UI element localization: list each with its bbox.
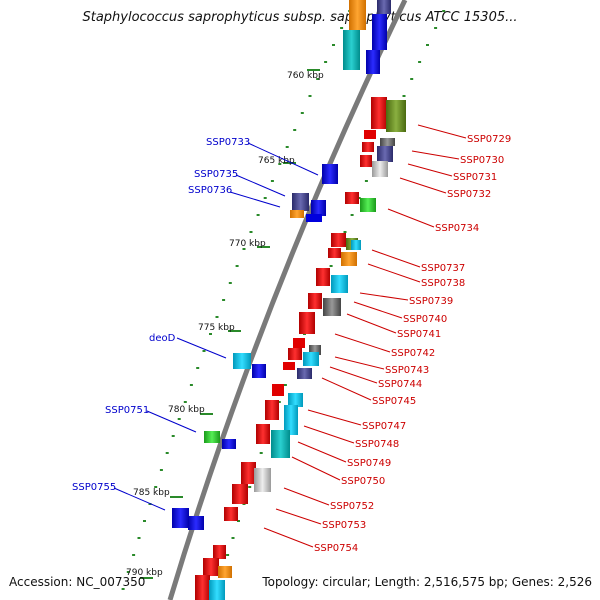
- gene-label: SSP0741: [397, 329, 441, 340]
- tick-dot: [126, 571, 130, 573]
- tick-dot: [350, 214, 354, 216]
- tick-dot: [248, 486, 252, 488]
- tick-dot: [410, 78, 414, 80]
- tick-dot: [177, 418, 181, 420]
- kbp-label: 760 kbp: [287, 71, 324, 81]
- tick-dot: [228, 282, 232, 284]
- gene-label: SSP0729: [467, 134, 511, 145]
- tick-dot: [226, 554, 230, 556]
- gene-label: SSP0753: [322, 520, 366, 531]
- tick-dot: [434, 27, 438, 29]
- tick-dot: [263, 197, 267, 199]
- tick-dot: [215, 316, 219, 318]
- tick-dot: [171, 435, 175, 437]
- tick-dot: [249, 231, 253, 233]
- right-labels: SSP0729 SSP0730 SSP0731 SSP0732 SSP0734 …: [263, 124, 511, 554]
- gene-label: SSP0744: [378, 379, 422, 390]
- tick-track: [121, 10, 446, 590]
- gene-label: SSP0737: [421, 263, 465, 274]
- tick-dot: [278, 163, 282, 165]
- tick-dot: [285, 146, 289, 148]
- gene-label: SSP0734: [435, 223, 479, 234]
- features-reverse: [172, 164, 338, 530]
- gene-label: SSP0752: [330, 501, 374, 512]
- kbp-label: 770 kbp: [229, 239, 266, 249]
- kbp-label: 785 kbp: [133, 488, 170, 498]
- tick-dot: [237, 520, 240, 522]
- gene-label: SSP0736: [188, 185, 232, 196]
- gene-label: SSP0751: [105, 405, 149, 416]
- gene-label: SSP0733: [206, 137, 250, 148]
- kbp-label: 765 kbp: [258, 156, 295, 166]
- tick-dot: [364, 180, 368, 182]
- gene-label: SSP0745: [372, 396, 416, 407]
- tick-dot: [340, 27, 344, 29]
- topology-text: Topology: circular; Length: 2,516,575 bp…: [262, 575, 592, 589]
- accession-text: Accession: NC_007350: [9, 575, 146, 589]
- tick-dot: [209, 333, 212, 335]
- tick-dot: [222, 299, 226, 301]
- gene-label: SSP0731: [453, 172, 497, 183]
- kbp-label: 775 kbp: [198, 323, 235, 333]
- gene-label: SSP0740: [403, 314, 447, 325]
- tick-dot: [143, 520, 146, 522]
- kbp-scale: 760 kbp 765 kbp 770 kbp 775 kbp 780 kbp …: [126, 69, 324, 579]
- kbp-label: 780 kbp: [168, 405, 205, 415]
- features-forward: [195, 0, 406, 600]
- tick-dot: [277, 401, 281, 403]
- tick-dot: [329, 265, 333, 267]
- gene-label: SSP0748: [355, 439, 399, 450]
- tick-dot: [442, 10, 446, 12]
- tick-dot: [183, 401, 187, 403]
- tick-dot: [324, 61, 328, 63]
- gene-label: SSP0735: [194, 169, 238, 180]
- tick-dot: [343, 231, 347, 233]
- tick-dot: [154, 486, 158, 488]
- tick-dot: [189, 384, 193, 386]
- tick-dot: [137, 537, 141, 539]
- tick-dot: [235, 265, 239, 267]
- gene-label: SSP0739: [409, 296, 453, 307]
- tick-dot: [202, 350, 206, 352]
- tick-dot: [283, 384, 287, 386]
- tick-dot: [231, 537, 235, 539]
- gene-label: SSP0730: [460, 155, 504, 166]
- tick-dot: [418, 61, 422, 63]
- gene-label: SSP0750: [341, 476, 385, 487]
- tick-dot: [242, 248, 246, 250]
- genome-backbone: [167, 0, 408, 600]
- tick-dot: [165, 452, 169, 454]
- tick-dot: [300, 112, 304, 114]
- kbp-label: 790 kbp: [126, 568, 163, 578]
- gene-label: SSP0742: [391, 348, 435, 359]
- tick-dot: [332, 44, 335, 46]
- tick-dot: [259, 452, 263, 454]
- gene-label: SSP0747: [362, 421, 406, 432]
- gene-label: deoD: [149, 333, 176, 344]
- tick-dot: [196, 367, 200, 369]
- gene-label: SSP0755: [72, 482, 116, 493]
- tick-dot: [293, 129, 297, 131]
- gene-label: SSP0749: [347, 458, 391, 469]
- tick-dot: [121, 588, 125, 590]
- map-title: Staphylococcus saprophyticus subsp. sapr…: [82, 10, 518, 25]
- tick-dot: [308, 95, 312, 97]
- gene-label: SSP0738: [421, 278, 465, 289]
- tick-dot: [256, 214, 260, 216]
- tick-dot: [159, 469, 163, 471]
- gene-label: SSP0754: [314, 543, 358, 554]
- gene-label: SSP0743: [385, 365, 429, 376]
- tick-dot: [402, 95, 406, 97]
- left-labels: SSP0733 SSP0735 SSP0736 deoD SSP0751 SSP…: [72, 137, 319, 511]
- tick-dot: [316, 78, 320, 80]
- tick-dot: [270, 180, 274, 182]
- tick-dot: [426, 44, 429, 46]
- tick-dot: [132, 554, 136, 556]
- tick-dot: [357, 197, 361, 199]
- gene-label: SSP0732: [447, 189, 491, 200]
